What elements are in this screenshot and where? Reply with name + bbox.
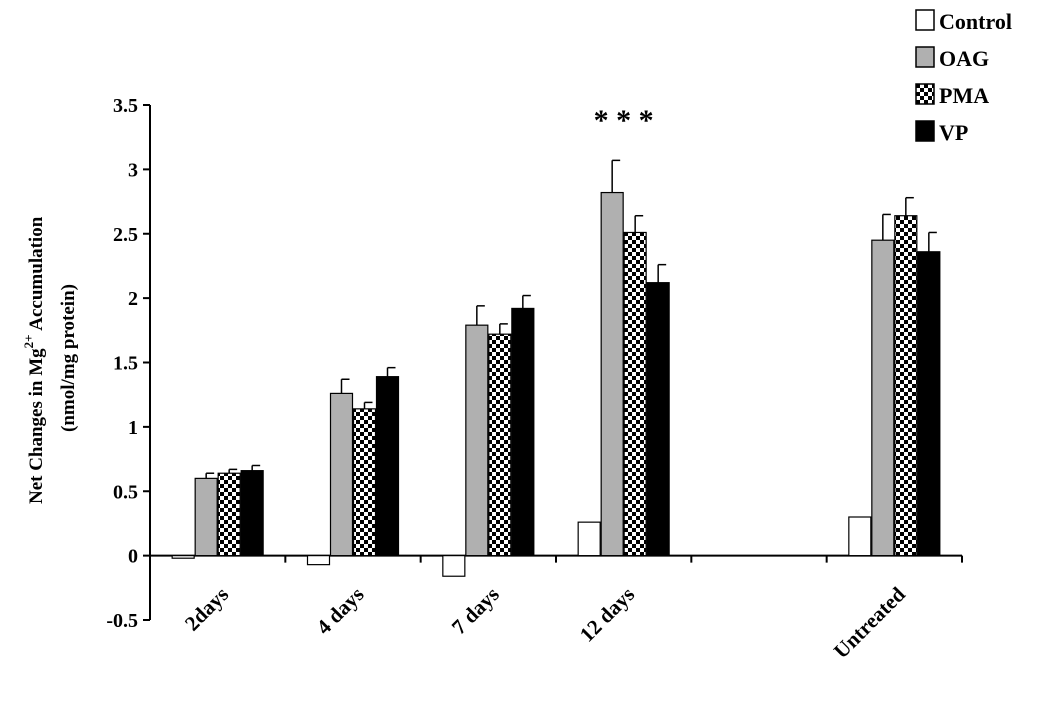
bar-control-2 — [442, 555, 466, 577]
bar-vp-3 — [646, 282, 670, 557]
bar-pma-2 — [488, 333, 512, 557]
y-tick-label: 3.5 — [113, 95, 138, 117]
y-tick-label: 0.5 — [113, 481, 138, 503]
legend: Control OAG PMA VP — [915, 9, 1012, 145]
bar-control-3 — [577, 521, 601, 557]
category-labels: 2days 4 days 7 days 12 days Untreated — [180, 582, 910, 663]
bar-vp-0 — [240, 470, 264, 557]
y-tick-label: 1.5 — [113, 353, 138, 375]
legend-swatch-control — [915, 9, 935, 31]
y-axis-label-superscript: 2+ — [21, 334, 36, 348]
category-label: 12 days — [575, 582, 639, 646]
y-tick-label: 2.5 — [113, 224, 138, 246]
bar-oag-2 — [465, 324, 489, 557]
bar-oag-0 — [194, 477, 218, 557]
y-axis: -0.5 0 0.5 1 1.5 2 2.5 3 3.5 — [106, 95, 151, 632]
y-axis-label: Net Changes in Mg2+ Accumulation (nmol/m… — [21, 212, 79, 504]
y-tick-label: 1 — [128, 417, 138, 439]
bar-oag-5 — [871, 239, 895, 557]
bar-vp-5 — [917, 251, 941, 557]
significance-annotation: * * * — [594, 104, 654, 137]
legend-swatch-vp — [915, 120, 935, 142]
y-tick-label: 0 — [128, 546, 138, 568]
bars — [171, 159, 941, 577]
y-tick-label: 3 — [128, 159, 138, 181]
legend-label-vp: VP — [939, 120, 968, 145]
legend-label-oag: OAG — [939, 46, 989, 71]
legend-label-control: Control — [939, 9, 1012, 34]
bar-control-5 — [848, 516, 872, 557]
y-axis-label-line1-end: Accumulation — [26, 216, 47, 334]
bar-oag-3 — [600, 191, 624, 557]
y-axis-label-line2: (nmol/mg protein) — [58, 284, 79, 432]
bar-vp-1 — [375, 376, 400, 557]
x-axis — [149, 554, 963, 563]
bar-vp-2 — [511, 307, 535, 557]
legend-swatch-oag — [915, 46, 935, 68]
legend-swatch-pma — [915, 83, 935, 105]
bar-oag-1 — [329, 392, 354, 557]
category-label: 7 days — [447, 582, 504, 639]
legend-label-pma: PMA — [939, 83, 989, 108]
y-axis-label-line1: Net Changes in Mg — [26, 348, 47, 504]
bar-pma-5 — [894, 215, 918, 557]
category-label: 2days — [180, 582, 233, 635]
bar-pma-0 — [217, 472, 241, 557]
bar-control-0 — [171, 555, 195, 559]
bar-pma-3 — [623, 231, 647, 557]
bar-control-1 — [306, 555, 331, 566]
category-label: Untreated — [829, 582, 910, 663]
bar-pma-1 — [352, 408, 377, 557]
category-label: 4 days — [312, 582, 369, 639]
y-tick-label: -0.5 — [106, 610, 138, 632]
y-tick-label: 2 — [128, 288, 138, 310]
